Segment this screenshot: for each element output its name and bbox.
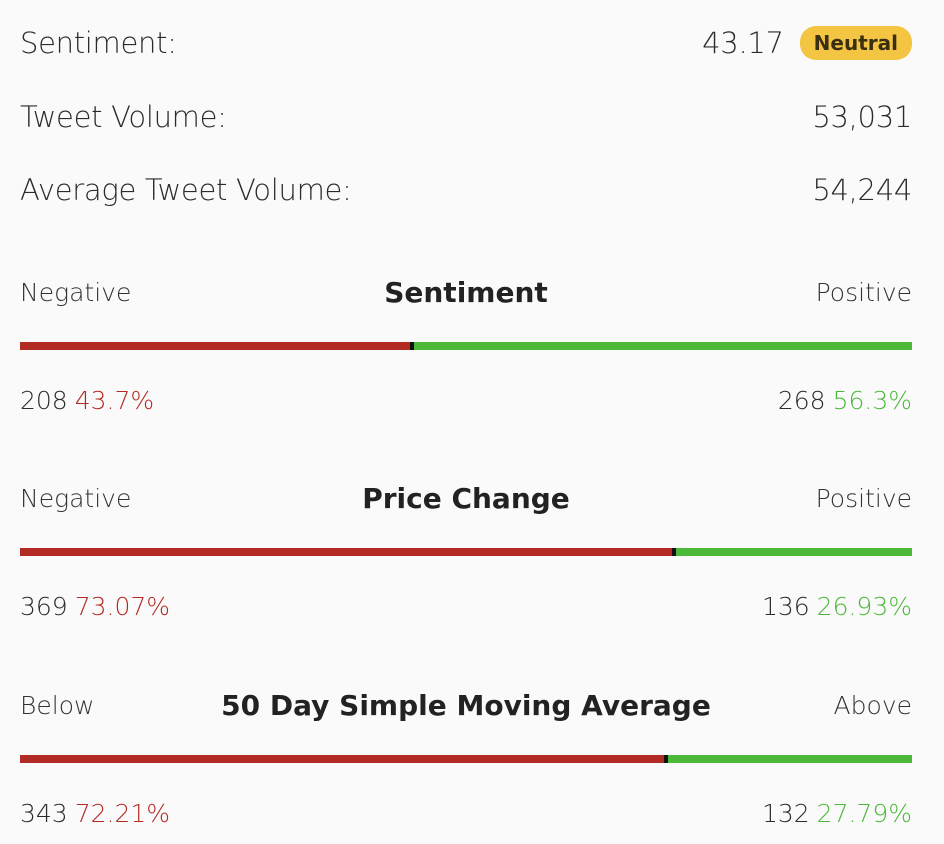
- positive-counts: 268 56.3%: [778, 386, 912, 415]
- sentiment-badge: Neutral: [799, 26, 912, 60]
- below-bar-segment: [20, 755, 665, 763]
- counts-row: 343 72.21% 132 27.79%: [20, 795, 912, 831]
- sentiment-split-bar: [20, 342, 912, 350]
- negative-count: 208: [20, 385, 68, 415]
- negative-percent: 73.07%: [74, 591, 171, 621]
- below-label: Below: [20, 690, 95, 720]
- sma-split-bar: [20, 755, 912, 763]
- section-title: 50 Day Simple Moving Average: [221, 688, 711, 722]
- negative-bar-segment: [20, 342, 410, 350]
- positive-count: 268: [777, 385, 826, 415]
- above-bar-segment: [668, 755, 912, 763]
- avg-tweet-volume-label: Average Tweet Volume:: [20, 173, 352, 207]
- positive-percent: 26.93%: [816, 591, 912, 621]
- bar-divider: [671, 548, 676, 556]
- section-header: Negative Positive Sentiment: [20, 272, 912, 312]
- below-percent: 72.21%: [74, 798, 171, 828]
- sentiment-value-group: 43.17 Neutral: [702, 26, 912, 60]
- sentiment-label: Sentiment:: [20, 26, 177, 60]
- above-percent: 27.79%: [816, 798, 912, 828]
- price-change-split-bar: [20, 548, 912, 556]
- section-title: Price Change: [362, 481, 570, 515]
- tweet-volume-value: 53,031: [812, 100, 912, 134]
- positive-label: Positive: [815, 277, 912, 307]
- negative-counts: 369 73.07%: [20, 592, 170, 621]
- negative-count: 369: [20, 591, 68, 621]
- negative-bar-segment: [20, 548, 672, 556]
- above-counts: 132 27.79%: [762, 799, 912, 828]
- positive-bar-segment: [413, 342, 912, 350]
- counts-row: 208 43.7% 268 56.3%: [20, 382, 912, 418]
- avg-tweet-volume-row: Average Tweet Volume: 54,244: [20, 170, 912, 210]
- sentiment-section: Negative Positive Sentiment 208 43.7% 268…: [20, 272, 912, 420]
- positive-count: 136: [761, 591, 810, 621]
- sma-section: Below Above 50 Day Simple Moving Average…: [20, 685, 912, 833]
- price-change-section: Negative Positive Price Change 369 73.07%…: [20, 478, 912, 626]
- positive-counts: 136 26.93%: [762, 592, 912, 621]
- section-title: Sentiment: [384, 275, 548, 309]
- avg-tweet-volume-value: 54,244: [812, 173, 912, 207]
- bar-divider: [409, 342, 414, 350]
- sentiment-row: Sentiment: 43.17 Neutral: [20, 23, 912, 63]
- positive-bar-segment: [675, 548, 912, 556]
- section-header: Below Above 50 Day Simple Moving Average: [20, 685, 912, 725]
- sentiment-value: 43.17: [702, 26, 784, 60]
- positive-percent: 56.3%: [832, 385, 912, 415]
- below-counts: 343 72.21%: [20, 799, 170, 828]
- negative-percent: 43.7%: [74, 385, 155, 415]
- above-label: Above: [833, 690, 912, 720]
- tweet-volume-row: Tweet Volume: 53,031: [20, 97, 912, 137]
- negative-label: Negative: [20, 277, 132, 307]
- above-count: 132: [761, 798, 810, 828]
- negative-label: Negative: [20, 483, 132, 513]
- tweet-volume-label: Tweet Volume:: [20, 100, 227, 134]
- positive-label: Positive: [815, 483, 912, 513]
- bar-divider: [664, 755, 669, 763]
- counts-row: 369 73.07% 136 26.93%: [20, 588, 912, 624]
- below-count: 343: [20, 798, 68, 828]
- negative-counts: 208 43.7%: [20, 386, 154, 415]
- section-header: Negative Positive Price Change: [20, 478, 912, 518]
